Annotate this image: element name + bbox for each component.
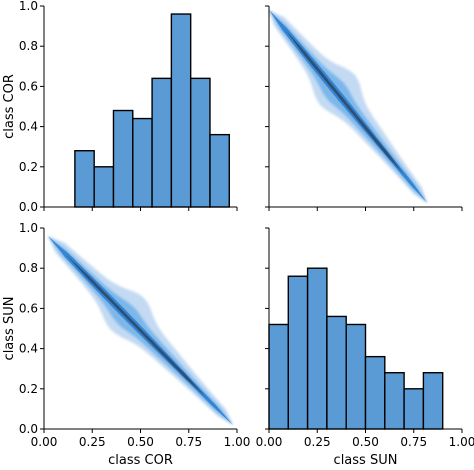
top-left-ytick-label-4: 0.8	[19, 39, 38, 53]
bottom-left-ytick-label-1: 0.2	[19, 382, 38, 396]
top-left-ytick-label-0: 0.0	[19, 200, 38, 214]
bottom-right-bar-1	[287, 275, 309, 430]
bottom-left-xlabel: class COR	[108, 453, 173, 468]
top-left-bar-6	[189, 77, 211, 208]
top-left-bar-5	[170, 13, 192, 208]
bottom-left-kde	[47, 236, 234, 425]
bottom-left-ytick-label-4: 0.8	[19, 261, 38, 275]
bottom-left-ytick-label-0: 0.0	[19, 422, 38, 436]
top-left-ytick-label-3: 0.6	[19, 79, 38, 93]
bottom-right-bar-7	[403, 388, 425, 430]
top-left-ylabel: class COR	[2, 74, 17, 139]
bottom-left-ytick-label-3: 0.6	[19, 301, 38, 315]
bottom-right-histogram	[268, 267, 444, 430]
bottom-left-ytick-label-2: 0.4	[19, 342, 38, 356]
top-left-ytick-label-5: 1.0	[19, 0, 38, 13]
bottom-right-bar-8	[422, 372, 444, 430]
bottom-right-xtick-label-2: 0.50	[352, 435, 379, 449]
bottom-right-xtick-label-4: 1.00	[449, 435, 474, 449]
bottom-right-bar-5	[364, 355, 386, 430]
bottom-left-ylabel: class SUN	[2, 297, 17, 361]
bottom-right-xtick-label-0: 0.00	[256, 435, 283, 449]
top-left-bar-2	[112, 109, 134, 208]
bottom-left-xtick-label-4: 1.00	[224, 435, 251, 449]
top-left-bar-4	[151, 77, 173, 208]
bottom-left-xtick-label-1: 0.25	[79, 435, 106, 449]
bottom-left-xtick-label-2: 0.50	[127, 435, 154, 449]
bottom-right-xtick-label-1: 0.25	[304, 435, 331, 449]
top-left-bar-7	[209, 133, 230, 208]
bottom-right-bar-3	[326, 315, 347, 430]
bottom-right-bar-4	[345, 323, 367, 430]
bottom-right-xtick-label-3: 0.75	[400, 435, 427, 449]
top-right-kde-core	[269, 10, 428, 203]
top-left-bar-0	[74, 150, 95, 208]
top-left-bar-1	[93, 166, 115, 208]
bottom-right-bar-6	[384, 372, 405, 430]
bottom-left-xtick-label-0: 0.00	[31, 435, 58, 449]
top-right-kde	[269, 10, 428, 203]
bottom-left-xtick-label-3: 0.75	[175, 435, 202, 449]
top-left-bar-3	[132, 117, 153, 208]
bottom-right-bar-0	[268, 323, 289, 430]
bottom-left-kde-core	[47, 236, 234, 425]
bottom-right-xlabel: class SUN	[334, 453, 398, 468]
top-left-ytick-label-2: 0.4	[19, 120, 38, 134]
top-left-histogram	[74, 13, 230, 208]
top-left-ytick-label-1: 0.2	[19, 160, 38, 174]
bottom-right-bar-2	[306, 267, 328, 430]
bottom-left-ytick-label-5: 1.0	[19, 221, 38, 235]
